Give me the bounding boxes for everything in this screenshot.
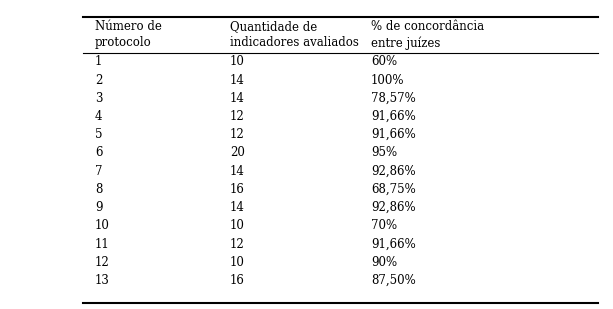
Text: 91,66%: 91,66% — [371, 238, 416, 251]
Text: 68,75%: 68,75% — [371, 183, 416, 196]
Text: 20: 20 — [230, 146, 245, 159]
Text: 87,50%: 87,50% — [371, 274, 416, 287]
Text: % de concordância
entre juízes: % de concordância entre juízes — [371, 20, 484, 50]
Text: 7: 7 — [95, 165, 102, 178]
Text: 90%: 90% — [371, 256, 397, 269]
Text: Quantidade de
indicadores avaliados: Quantidade de indicadores avaliados — [230, 20, 359, 49]
Text: 9: 9 — [95, 201, 102, 214]
Text: 10: 10 — [230, 256, 245, 269]
Text: 2: 2 — [95, 74, 102, 87]
Text: 14: 14 — [230, 201, 245, 214]
Text: 14: 14 — [230, 92, 245, 105]
Text: 8: 8 — [95, 183, 102, 196]
Text: 92,86%: 92,86% — [371, 201, 416, 214]
Text: 10: 10 — [230, 219, 245, 232]
Text: 10: 10 — [230, 55, 245, 68]
Text: 12: 12 — [230, 128, 245, 141]
Text: 95%: 95% — [371, 146, 397, 159]
Text: 78,57%: 78,57% — [371, 92, 416, 105]
Text: 12: 12 — [230, 110, 245, 123]
Text: 13: 13 — [95, 274, 110, 287]
Text: 91,66%: 91,66% — [371, 110, 416, 123]
Text: 4: 4 — [95, 110, 102, 123]
Text: 5: 5 — [95, 128, 102, 141]
Text: 10: 10 — [95, 219, 110, 232]
Text: 100%: 100% — [371, 74, 405, 87]
Text: 12: 12 — [230, 238, 245, 251]
Text: 60%: 60% — [371, 55, 397, 68]
Text: Número de
protocolo: Número de protocolo — [95, 20, 162, 49]
Text: 14: 14 — [230, 74, 245, 87]
Text: 14: 14 — [230, 165, 245, 178]
Text: 11: 11 — [95, 238, 110, 251]
Text: 16: 16 — [230, 183, 245, 196]
Text: 70%: 70% — [371, 219, 397, 232]
Text: 6: 6 — [95, 146, 102, 159]
Text: 1: 1 — [95, 55, 102, 68]
Text: 92,86%: 92,86% — [371, 165, 416, 178]
Text: 91,66%: 91,66% — [371, 128, 416, 141]
Text: 12: 12 — [95, 256, 110, 269]
Text: 16: 16 — [230, 274, 245, 287]
Text: 3: 3 — [95, 92, 102, 105]
